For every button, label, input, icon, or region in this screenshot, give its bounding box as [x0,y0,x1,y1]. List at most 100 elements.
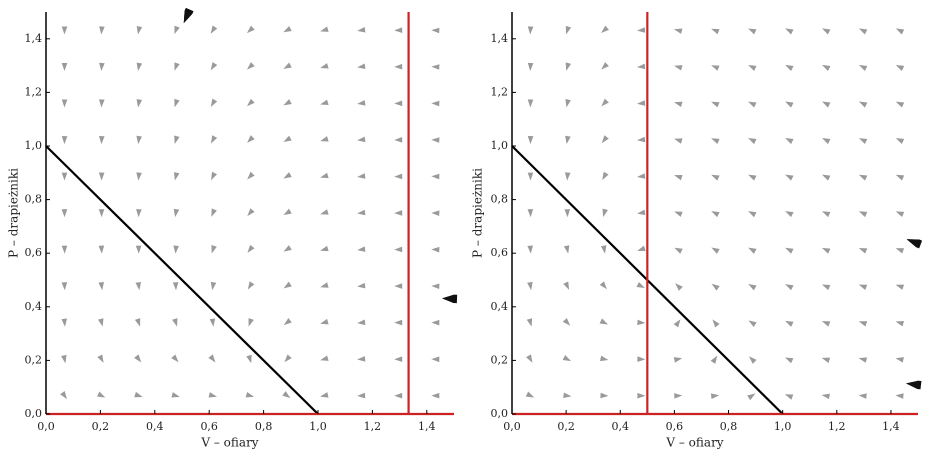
arrowhead [211,171,218,181]
arrowhead [673,357,683,363]
arrowhead [211,208,217,217]
arrowhead [895,321,905,327]
x-tick-label: 1,4 [882,420,900,433]
y-tick-label: 1,0 [491,139,509,152]
arrowhead [394,319,403,326]
arrowhead [711,211,720,218]
arrowhead [357,319,366,326]
y-axis-label: P – drapieżniki [471,168,485,258]
arrowhead [99,99,105,108]
y-tick-label: 1,0 [25,139,43,152]
arrowhead [171,392,180,398]
x-tick-label: 0,2 [557,420,575,433]
arrowhead [136,135,142,145]
arrowhead [173,172,180,181]
arrowhead [97,354,104,363]
arrowhead [174,62,180,71]
arrowhead [637,100,646,106]
arrowhead [320,209,329,215]
arrowhead [394,210,403,216]
arrowhead [858,174,868,181]
y-tick-label: 0,8 [25,193,43,206]
arrowhead [357,209,366,216]
arrowhead [394,100,403,107]
arrowhead [320,392,329,398]
arrowhead [710,393,720,399]
arrowhead [822,101,831,108]
arrowhead [821,211,831,218]
panel [60,7,458,400]
arrowhead [320,172,329,179]
arrowhead [785,64,794,71]
arrowhead [320,355,329,361]
arrowhead [858,284,868,291]
arrowhead [674,393,683,399]
arrowhead [601,25,609,34]
arrowhead [785,174,794,181]
arrowhead [320,26,329,32]
arrowhead [394,392,403,399]
arrowhead [712,319,720,328]
x-tick-label: 1,4 [418,420,436,433]
arrowhead [210,62,218,71]
arrowhead [601,62,609,70]
arrowhead [284,354,292,363]
arrowhead [785,28,794,35]
arrowhead [600,392,609,399]
arrowhead [431,210,440,216]
arrowhead [61,354,67,364]
arrowhead [527,136,534,145]
arrowhead [282,391,291,399]
arrowhead [674,211,683,217]
arrowhead [895,28,905,35]
arrowhead [674,174,683,181]
arrowhead [565,98,571,108]
arrowhead [174,135,180,144]
arrowhead [61,136,68,145]
arrowhead [711,28,720,35]
arrowhead [600,245,607,254]
arrowhead [98,318,104,327]
arrowhead [134,391,143,398]
y-tick-label: 1,4 [25,32,43,45]
y-tick-label: 0,4 [491,300,509,313]
arrowhead [565,62,572,71]
arrowhead [136,99,143,108]
arrowhead [247,135,255,143]
arrowhead [563,281,570,290]
arrowhead [210,281,217,291]
arrowhead [822,64,831,71]
arrowhead [283,62,292,69]
y-tick-label: 1,2 [491,85,509,98]
arrowhead [431,100,440,107]
arrowhead [210,98,218,107]
arrowhead [394,356,403,362]
arrowhead [248,318,254,327]
y-tick-label: 1,4 [491,32,509,45]
arrowhead [711,65,720,71]
arrowhead [785,138,794,145]
x-tick-label: 0,0 [503,420,521,433]
arrowhead [748,247,757,254]
arrowhead [637,173,646,179]
arrowhead [563,392,572,399]
arrowhead [357,26,366,33]
arrowhead [599,281,607,290]
arrowhead [637,319,646,326]
arrowhead [283,26,292,33]
arrowhead [673,319,681,328]
arrowhead [283,99,292,106]
y-tick-label: 0,6 [25,246,43,259]
arrowhead [394,137,403,143]
x-tick-label: 0,6 [666,420,684,433]
arrowhead [283,208,292,216]
arrowhead [602,171,609,181]
arrowhead [173,208,180,218]
arrowhead [173,245,179,254]
arrowhead [246,354,252,364]
arrowhead [785,284,794,291]
y-tick-label: 1,2 [25,85,43,98]
arrowhead [748,356,757,364]
arrowhead [283,172,292,179]
arrowhead [245,392,255,398]
